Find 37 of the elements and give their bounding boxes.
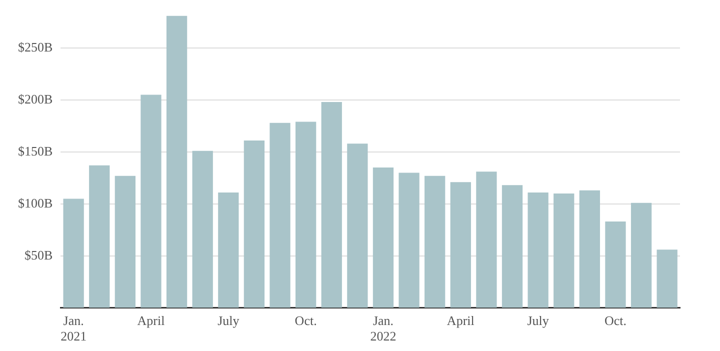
bar	[554, 193, 574, 308]
y-tick-label: $50B	[24, 247, 53, 262]
x-tick-label: Jan. 2022	[370, 313, 396, 344]
bar	[630, 202, 652, 308]
x-tick-label: Jan. 2021	[60, 313, 87, 344]
bar	[450, 182, 471, 308]
x-tick-label: Oct.	[604, 313, 626, 328]
x-tick-label: July	[527, 313, 550, 328]
x-tick-label: July	[218, 313, 240, 328]
bar	[502, 185, 523, 308]
bar	[656, 250, 678, 308]
bar	[424, 176, 446, 308]
bar	[89, 165, 110, 308]
y-tick-label: $150B	[18, 143, 53, 158]
bar	[192, 150, 213, 308]
bar	[63, 198, 84, 308]
bar	[528, 192, 548, 308]
bar	[347, 144, 368, 308]
bar	[579, 190, 600, 308]
bar	[114, 176, 136, 308]
bar	[605, 222, 626, 308]
bar	[140, 94, 162, 308]
x-tick-label: Oct.	[294, 313, 317, 328]
bar	[244, 140, 265, 308]
bar	[218, 192, 239, 308]
bar	[296, 122, 316, 308]
bar	[166, 16, 188, 308]
bar	[270, 122, 290, 308]
y-tick-label: $100B	[18, 195, 53, 210]
x-tick-label: April	[137, 313, 166, 328]
x-tick-label: April	[446, 313, 475, 328]
y-tick-label: $250B	[18, 39, 53, 54]
bar	[476, 172, 497, 308]
bar	[398, 172, 420, 308]
y-tick-label: $200B	[18, 91, 53, 106]
bar	[321, 102, 342, 308]
bar	[372, 168, 394, 308]
